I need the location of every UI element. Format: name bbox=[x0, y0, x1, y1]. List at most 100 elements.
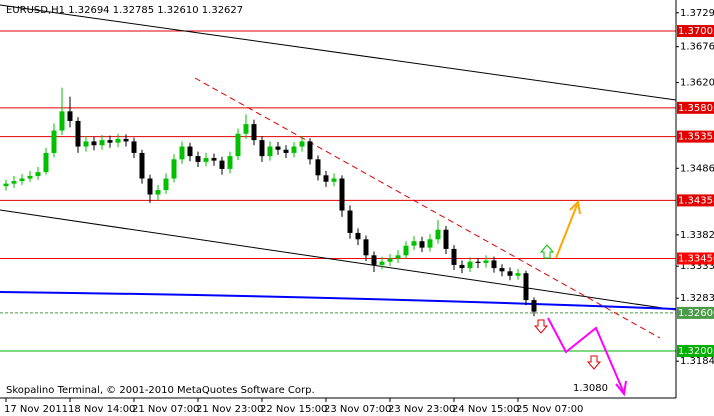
candle-body bbox=[243, 124, 249, 134]
candle-body bbox=[163, 178, 169, 191]
candle-body bbox=[227, 156, 233, 169]
candle-body bbox=[339, 178, 345, 211]
candle-body bbox=[395, 255, 401, 259]
candle-body bbox=[379, 261, 385, 265]
x-tick-label: 24 Nov 15:00 bbox=[452, 404, 519, 415]
candle-body bbox=[11, 181, 17, 184]
candle-body bbox=[347, 210, 353, 233]
candle-body bbox=[371, 255, 377, 265]
candles bbox=[3, 87, 537, 317]
candle-body bbox=[123, 138, 129, 142]
candle-body bbox=[531, 300, 537, 312]
candle-body bbox=[467, 261, 473, 269]
candle-body bbox=[307, 141, 313, 160]
y-tick-label: 1.36200 bbox=[680, 78, 714, 89]
candle-body bbox=[331, 178, 337, 182]
candle-body bbox=[483, 260, 489, 263]
candle-body bbox=[515, 273, 521, 276]
level-label: 1.35355 bbox=[678, 132, 714, 143]
candle-body bbox=[267, 146, 273, 157]
level-label: 1.33450 bbox=[678, 254, 714, 265]
candle-body bbox=[75, 120, 81, 147]
candle-body bbox=[99, 140, 105, 146]
candle-body bbox=[43, 152, 49, 173]
x-tick-label: 23 Nov 07:00 bbox=[324, 404, 391, 415]
x-tick-label: 18 Nov 14:00 bbox=[68, 404, 135, 415]
moving-average bbox=[0, 291, 677, 310]
candle-body bbox=[67, 111, 73, 121]
orange-arrow bbox=[555, 199, 581, 259]
x-tick-label: 23 Nov 23:00 bbox=[388, 404, 455, 415]
candle-body bbox=[83, 141, 89, 147]
candle-body bbox=[507, 271, 513, 276]
y-tick-label: 1.36760 bbox=[680, 42, 714, 53]
levels bbox=[0, 30, 676, 352]
level-label-box bbox=[677, 252, 714, 265]
candle-body bbox=[171, 159, 177, 179]
candle-body bbox=[155, 190, 161, 195]
level-label-box bbox=[677, 130, 714, 143]
axis-labels: 1.37290 1.36760 1.36200 1.34860 1.33820 1.333… bbox=[4, 8, 714, 415]
copyright: Skopalino Terminal, © 2001-2010 MetaQuot… bbox=[6, 385, 315, 396]
candle-body bbox=[203, 158, 209, 162]
candle-body bbox=[491, 260, 497, 269]
y-tick-label: 1.37290 bbox=[680, 8, 714, 19]
down-arrow-icon bbox=[586, 355, 602, 370]
candle-body bbox=[323, 175, 329, 182]
candle-body bbox=[299, 141, 305, 147]
candle-body bbox=[139, 152, 145, 179]
candle-body bbox=[235, 133, 241, 157]
candle-body bbox=[275, 146, 281, 150]
x-tick-label: 25 Nov 07:00 bbox=[516, 404, 583, 415]
down-arrow-icon bbox=[533, 319, 549, 334]
candle-body bbox=[499, 268, 505, 272]
candle-body bbox=[131, 141, 137, 153]
level-label: 1.32005 bbox=[678, 346, 714, 357]
level-label-box bbox=[677, 194, 714, 207]
x-tick-label: 21 Nov 07:00 bbox=[132, 404, 199, 415]
candle-body bbox=[459, 264, 465, 269]
candle-body bbox=[427, 239, 433, 248]
y-tick-label: 1.33820 bbox=[680, 230, 714, 241]
candle-body bbox=[219, 160, 225, 169]
candle-body bbox=[291, 146, 297, 153]
candle-body bbox=[3, 183, 9, 187]
chart-title: EURUSD,H1 1.32694 1.32785 1.32610 1.3262… bbox=[6, 5, 243, 16]
level-label-box bbox=[677, 101, 714, 114]
trend-line bbox=[0, 209, 677, 311]
candle-body bbox=[27, 175, 33, 179]
up-arrow-icon bbox=[539, 244, 555, 259]
candle-body bbox=[435, 229, 441, 240]
candle-body bbox=[251, 124, 257, 141]
level-label-box bbox=[677, 306, 714, 319]
forecast-path bbox=[547, 317, 627, 397]
level-label: 1.32600 bbox=[678, 308, 714, 319]
level-label-box bbox=[677, 344, 714, 357]
candle-body bbox=[259, 140, 265, 157]
candle-body bbox=[179, 146, 185, 160]
candle-body bbox=[91, 141, 97, 146]
candle-body bbox=[115, 138, 121, 143]
trend-line-dashed bbox=[194, 77, 661, 339]
candle-body bbox=[411, 241, 417, 246]
y-tick-label: 1.31845 bbox=[680, 356, 714, 367]
candle-body bbox=[387, 258, 393, 262]
trend-line bbox=[0, 4, 677, 101]
x-tick-label: 21 Nov 23:00 bbox=[196, 404, 263, 415]
candle-body bbox=[35, 172, 41, 176]
candle-body bbox=[315, 159, 321, 176]
y-tick-label: 1.34860 bbox=[680, 163, 714, 174]
level-label: 1.34358 bbox=[678, 195, 714, 206]
y-tick-label: 1.32830 bbox=[680, 293, 714, 304]
candle-body bbox=[147, 178, 153, 195]
candle-body bbox=[187, 146, 193, 157]
y-tick-label: 1.33330 bbox=[680, 261, 714, 272]
candle-body bbox=[195, 156, 201, 162]
candle-body bbox=[51, 130, 57, 153]
annotation: 1.3080 bbox=[573, 383, 608, 394]
x-tick-label: 22 Nov 15:00 bbox=[260, 404, 327, 415]
candle-body bbox=[211, 158, 217, 161]
candle-body bbox=[59, 111, 65, 131]
